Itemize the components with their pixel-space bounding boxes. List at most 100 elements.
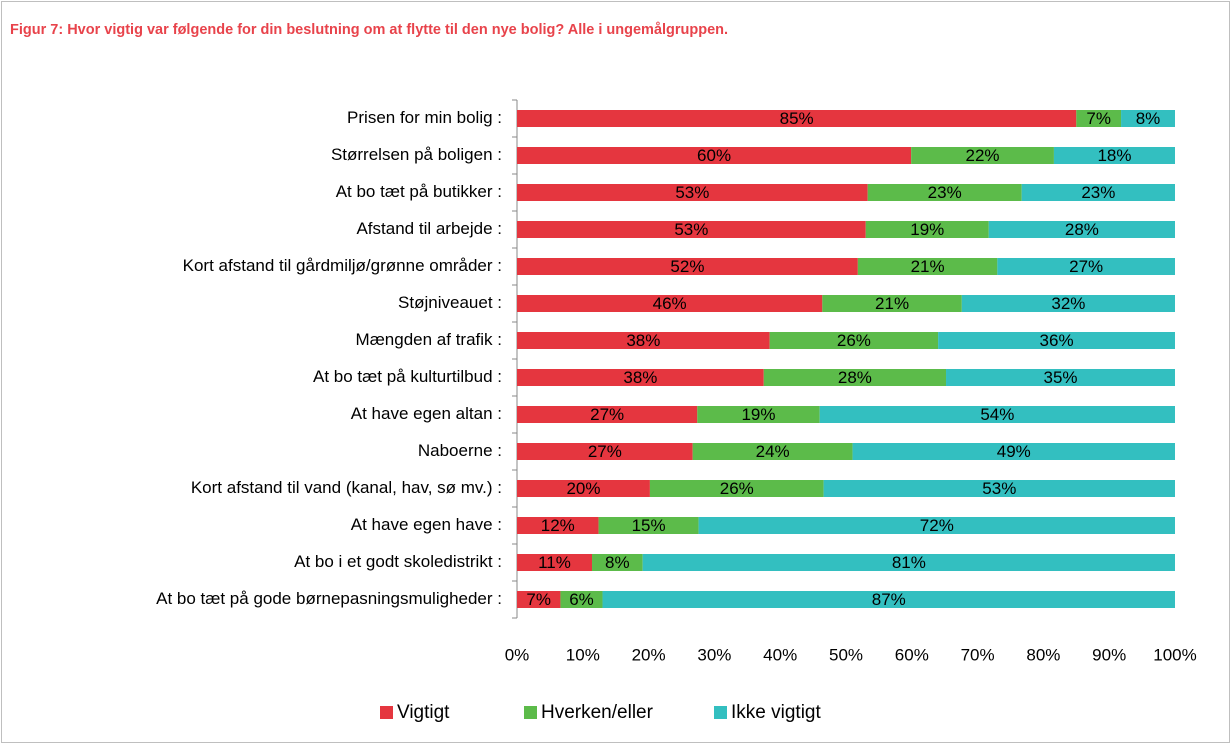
bar-segment [602,591,1175,608]
data-label: 23% [1081,183,1115,202]
data-label: 35% [1043,368,1077,387]
category-label: Størrelsen på boligen : [331,145,502,164]
x-tick-label: 0% [505,645,530,664]
bar-segment [997,258,1175,275]
data-label: 7% [1086,109,1111,128]
legend-label: Ikke vigtigt [731,702,821,723]
category-label: Kort afstand til vand (kanal, hav, sø mv… [191,478,502,497]
data-label: 21% [911,257,945,276]
legend-swatch [714,706,727,719]
bar-segment [822,295,962,312]
data-label: 72% [920,516,954,535]
bar-segment [823,480,1175,497]
data-label: 28% [1065,220,1099,239]
data-label: 49% [997,442,1031,461]
data-label: 8% [605,553,630,572]
data-label: 52% [670,257,704,276]
x-tick-label: 30% [697,645,731,664]
bar-segment [517,295,823,312]
category-label: At bo tæt på butikker : [336,182,502,201]
bar-segment [961,295,1175,312]
bar-segment [911,147,1054,164]
category-label: Kort afstand til gårdmiljø/grønne område… [183,256,502,275]
bar-segment [1021,184,1175,201]
data-label: 28% [838,368,872,387]
data-label: 60% [697,146,731,165]
bar-segment [698,517,1175,534]
category-label: At bo tæt på gode børnepasningsmulighede… [156,589,502,608]
x-tick-label: 10% [566,645,600,664]
data-label: 21% [875,294,909,313]
data-label: 53% [674,220,708,239]
data-label: 19% [741,405,775,424]
category-label: Støjniveauet : [398,293,502,312]
bar-segment [852,443,1175,460]
data-label: 7% [526,590,551,609]
x-tick-label: 70% [961,645,995,664]
data-label: 27% [1069,257,1103,276]
data-label: 26% [720,479,754,498]
x-tick-label: 40% [763,645,797,664]
data-label: 46% [653,294,687,313]
data-label: 12% [541,516,575,535]
bar-segment [517,332,770,349]
bar-segment [1076,110,1122,127]
x-tick-label: 100% [1153,645,1196,664]
bar-segment [598,517,699,534]
data-label: 11% [538,553,571,572]
bar-segment [517,554,593,571]
legend-swatch [380,706,393,719]
bar-segment [517,184,868,201]
data-label: 87% [872,590,906,609]
data-label: 36% [1040,331,1074,350]
data-label: 38% [626,331,660,350]
data-label: 38% [623,368,657,387]
bar-segment [763,369,947,386]
x-tick-label: 90% [1092,645,1126,664]
bar-segment [938,332,1175,349]
category-label: Afstand til arbejde : [356,219,502,238]
category-label: At have egen altan : [351,404,502,423]
bar-segment [517,258,858,275]
category-label: Naboerne : [418,441,502,460]
data-label: 22% [966,146,1000,165]
bar-segment [517,480,650,497]
bar-segment [642,554,1175,571]
bar-segment [946,369,1175,386]
x-tick-label: 60% [895,645,929,664]
bar-segment [819,406,1175,423]
data-label: 15% [632,516,666,535]
data-label: 19% [910,220,944,239]
legend-label: Hverken/eller [541,702,654,723]
bar-segment [517,443,693,460]
data-label: 24% [756,442,790,461]
legend-label: Vigtigt [397,702,450,723]
bar-segment [517,369,764,386]
category-label: Prisen for min bolig : [347,108,502,127]
bar-segment [769,332,939,349]
data-label: 6% [569,590,594,609]
chart-title: Figur 7: Hvor vigtig var følgende for di… [10,22,728,38]
category-label: Mængden af trafik : [356,330,502,349]
bar-segment [867,184,1022,201]
bar-segment [649,480,824,497]
data-label: 53% [982,479,1016,498]
data-label: 54% [980,405,1014,424]
bar-segment [988,221,1175,238]
category-label: At bo i et godt skoledistrikt : [294,552,502,571]
bar-segment [697,406,820,423]
bar-segment [517,406,698,423]
data-label: 20% [566,479,600,498]
bar-segment [560,591,603,608]
x-tick-label: 20% [632,645,666,664]
bar-segment [865,221,989,238]
x-tick-label: 80% [1026,645,1060,664]
bar-segment [1121,110,1175,127]
bar-segment [517,517,599,534]
category-label: At bo tæt på kulturtilbud : [313,367,502,386]
data-label: 8% [1136,109,1161,128]
bar-segment [857,258,998,275]
data-label: 85% [780,109,814,128]
bar-segment [592,554,643,571]
